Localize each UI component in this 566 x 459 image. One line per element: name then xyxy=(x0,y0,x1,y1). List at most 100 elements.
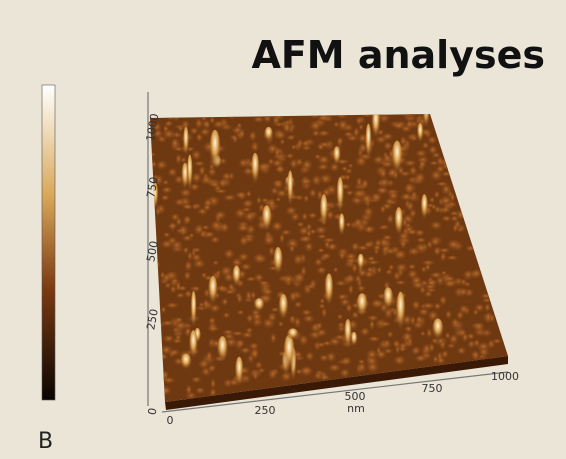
grain xyxy=(282,275,297,288)
peak xyxy=(217,336,228,365)
grain xyxy=(192,259,207,271)
grain xyxy=(431,239,440,248)
grain xyxy=(167,168,179,180)
grain xyxy=(441,350,450,361)
grain xyxy=(300,367,315,377)
grain xyxy=(280,230,293,237)
grain xyxy=(203,204,213,213)
grain xyxy=(253,372,259,383)
grain xyxy=(213,121,226,131)
grain xyxy=(162,130,177,142)
grain xyxy=(339,252,346,263)
grain xyxy=(294,317,302,330)
grain xyxy=(191,376,203,385)
grain xyxy=(415,316,423,326)
grain xyxy=(337,314,344,322)
grain xyxy=(430,221,445,232)
grain xyxy=(295,158,305,168)
grain xyxy=(386,215,394,227)
grain xyxy=(301,141,312,150)
peak xyxy=(336,177,344,218)
peak xyxy=(383,287,394,312)
grain xyxy=(221,298,229,308)
grain xyxy=(357,285,367,293)
grain xyxy=(155,161,169,173)
grain xyxy=(293,255,305,268)
peak xyxy=(235,357,244,391)
grain xyxy=(298,335,310,349)
grain xyxy=(240,263,253,272)
grain xyxy=(311,175,323,189)
panel-label: B xyxy=(38,429,53,454)
grain xyxy=(258,281,271,288)
grain xyxy=(213,261,220,267)
grain xyxy=(473,310,480,317)
grain xyxy=(370,299,384,311)
peak xyxy=(191,291,197,334)
grain xyxy=(222,195,238,203)
grain xyxy=(161,187,174,196)
grain xyxy=(388,264,395,272)
grain xyxy=(421,260,437,267)
grain xyxy=(317,130,332,138)
peak xyxy=(356,293,368,319)
grain xyxy=(439,296,448,309)
grain xyxy=(252,253,267,266)
grain xyxy=(238,253,251,264)
grain xyxy=(345,175,352,182)
grain xyxy=(165,303,181,311)
grain xyxy=(317,164,331,173)
grain xyxy=(289,245,295,255)
grain xyxy=(419,160,428,171)
grain xyxy=(404,326,414,335)
grain xyxy=(305,352,316,364)
grain xyxy=(214,211,229,223)
grain xyxy=(395,263,410,274)
grain xyxy=(178,225,191,239)
grain xyxy=(384,340,392,350)
grain xyxy=(319,355,330,364)
grain xyxy=(161,195,171,203)
grain xyxy=(301,213,309,223)
grain xyxy=(324,241,331,252)
peak xyxy=(324,273,333,310)
grain xyxy=(431,204,437,211)
grain xyxy=(405,120,414,130)
grain xyxy=(492,339,503,346)
grain xyxy=(484,303,491,314)
grain xyxy=(428,343,435,355)
grain xyxy=(343,132,355,139)
grain xyxy=(236,225,251,235)
grain xyxy=(214,189,229,195)
grain xyxy=(274,148,280,162)
peak xyxy=(264,127,273,143)
grain xyxy=(348,285,355,298)
grain xyxy=(411,282,426,292)
grain xyxy=(309,189,318,200)
grain xyxy=(174,322,189,333)
peak xyxy=(278,294,288,324)
grain xyxy=(231,331,246,337)
grain xyxy=(441,216,453,224)
grain xyxy=(432,152,442,160)
grain xyxy=(359,328,371,339)
grain xyxy=(440,252,448,264)
grain xyxy=(356,177,364,189)
grain xyxy=(289,292,298,305)
grain xyxy=(380,206,387,216)
grain xyxy=(220,223,231,236)
grain xyxy=(206,351,214,364)
grain xyxy=(215,270,221,279)
peak xyxy=(320,194,328,231)
grain xyxy=(446,256,461,262)
grain xyxy=(345,222,353,229)
grain xyxy=(411,136,418,143)
grain xyxy=(406,201,416,214)
grain xyxy=(160,320,176,327)
grain xyxy=(239,236,250,249)
peak xyxy=(333,146,341,167)
grain xyxy=(364,271,376,280)
grain xyxy=(164,121,174,129)
peak xyxy=(273,247,283,279)
peak xyxy=(287,170,294,211)
